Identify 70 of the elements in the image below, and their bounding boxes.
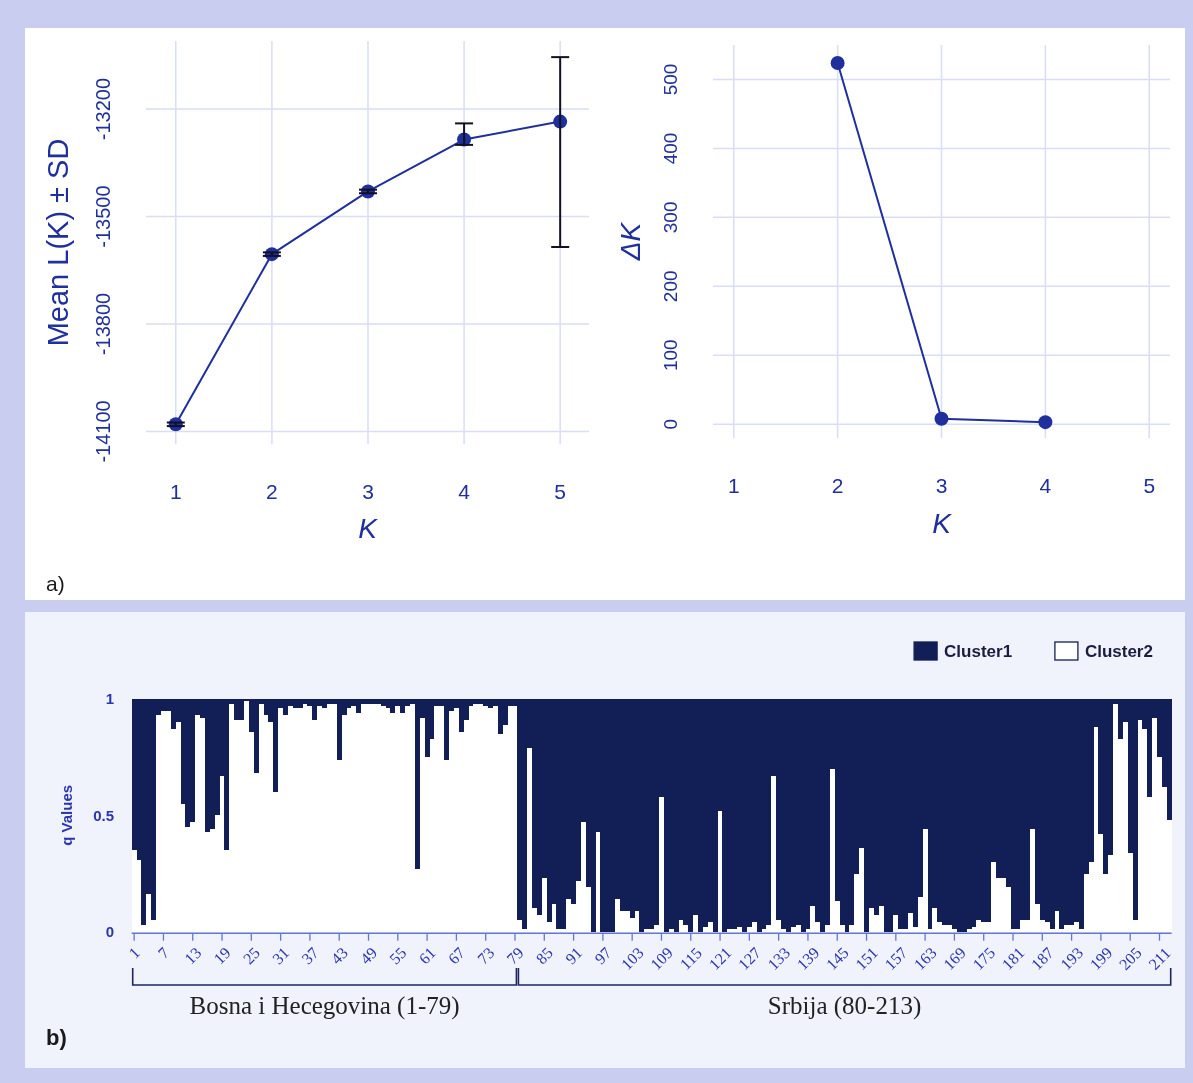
x-tick-label: 103 <box>617 944 647 974</box>
x-tick-label: 139 <box>793 944 823 974</box>
x-tick-label: 3 <box>362 480 374 503</box>
x-tick-label: 91 <box>561 944 586 968</box>
x-tick-label: 3 <box>935 474 948 497</box>
y-tick-label: 400 <box>660 132 681 165</box>
y-axis-title: ΔK <box>615 221 646 262</box>
x-tick-label: 73 <box>474 944 498 968</box>
x-tick-label: 1 <box>169 480 182 503</box>
x-tick-label: 1 <box>727 474 740 497</box>
x-tick-label: 163 <box>910 944 940 974</box>
x-tick-label: 193 <box>1057 944 1087 974</box>
x-axis-title: K <box>358 513 379 544</box>
x-tick-label: 13 <box>181 944 205 968</box>
x-tick-label: 19 <box>210 944 234 968</box>
x-tick-label: 2 <box>831 474 844 497</box>
y-tick-label: 500 <box>660 63 681 96</box>
text: Srbija (80-213) <box>767 992 922 1020</box>
x-tick-label: 49 <box>356 944 381 968</box>
x-tick-label: 37 <box>298 944 322 968</box>
x-tick-label: 199 <box>1086 944 1116 974</box>
x-tick-label: 1 <box>125 944 144 962</box>
x-tick-label: 187 <box>1027 944 1057 974</box>
x-tick-label: 43 <box>327 944 351 968</box>
x-tick-label: 133 <box>764 944 794 974</box>
x-tick-label: 157 <box>881 944 911 974</box>
x-tick-label: 4 <box>458 480 471 503</box>
text: a) <box>46 572 65 595</box>
x-tick-label: 61 <box>415 944 439 968</box>
y-tick-label: 0 <box>660 418 681 430</box>
y-tick-label: -13200 <box>92 77 114 141</box>
legend-label: Cluster1 <box>944 641 1013 661</box>
x-tick-label: 181 <box>998 944 1028 974</box>
y-tick-label: -13500 <box>92 185 114 248</box>
y-tick-label: 200 <box>660 270 681 303</box>
x-tick-label: 5 <box>554 480 567 503</box>
x-tick-label: 31 <box>269 944 293 968</box>
y-tick-label: -13800 <box>92 292 114 356</box>
x-tick-label: 5 <box>1143 474 1156 497</box>
x-tick-label: 169 <box>940 944 969 974</box>
x-tick-label: 55 <box>386 944 410 968</box>
x-tick-label: 2 <box>266 480 278 503</box>
x-tick-label: 7 <box>154 944 173 962</box>
y-axis-title: Mean L(K) ± SD <box>42 138 74 347</box>
x-tick-label: 67 <box>444 944 469 968</box>
x-tick-label: 85 <box>532 944 557 968</box>
x-tick-label: 97 <box>591 944 615 968</box>
x-tick-label: 109 <box>647 944 677 974</box>
x-tick-label: 127 <box>734 944 764 974</box>
x-tick-label: 4 <box>1039 474 1052 497</box>
y-tick-label: 300 <box>660 201 681 234</box>
y-tick-label: 0 <box>105 922 114 940</box>
x-tick-label: 145 <box>822 944 852 974</box>
text: b) <box>46 1025 67 1050</box>
y-axis-title: q Values <box>58 784 75 846</box>
y-tick-label: 100 <box>660 339 681 372</box>
x-tick-label: 115 <box>676 944 706 973</box>
x-tick-label: 121 <box>705 944 735 974</box>
x-tick-label: 151 <box>852 944 882 974</box>
y-tick-label: 1 <box>105 690 114 708</box>
x-tick-label: 211 <box>1145 944 1174 973</box>
text: Bosna i Hecegovina (1-79) <box>189 992 460 1020</box>
legend-label: Cluster2 <box>1084 641 1153 661</box>
x-tick-label: 175 <box>969 944 999 974</box>
x-axis-title: K <box>932 508 953 539</box>
x-tick-label: 79 <box>503 944 527 968</box>
y-tick-label: 0.5 <box>93 806 114 824</box>
x-tick-label: 205 <box>1115 944 1145 974</box>
y-tick-label: -14100 <box>92 400 114 463</box>
x-tick-label: 25 <box>239 944 264 968</box>
